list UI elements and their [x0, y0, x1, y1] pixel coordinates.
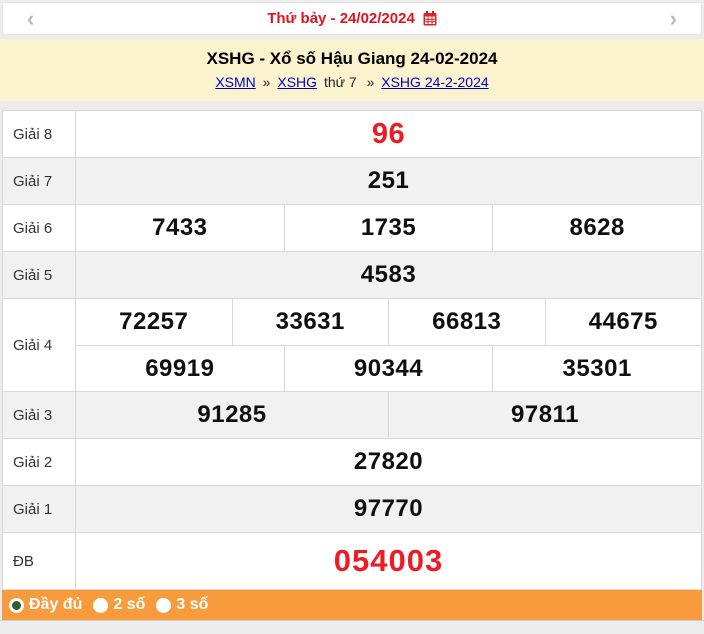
prize-label: Giải 6	[3, 205, 76, 251]
breadcrumb-link[interactable]: XSHG	[277, 74, 318, 90]
prize-number: 72257	[119, 308, 189, 335]
prize-row: Giải 8 96	[3, 111, 701, 158]
display-option-label: Đầy đủ	[29, 596, 83, 613]
prize-subrow: 96	[76, 111, 701, 157]
prize-subrow: 251	[76, 158, 701, 204]
prize-row: Giải 2 27820	[3, 439, 701, 486]
prize-row: Giải 7 251	[3, 158, 701, 205]
prize-number: 44675	[544, 299, 702, 345]
display-option-label: 3 số	[176, 596, 209, 613]
prize-number: 66813	[388, 299, 545, 345]
breadcrumb: XSMN » XSHG thứ 7 » XSHG 24-2-2024	[0, 74, 704, 90]
radio-icon[interactable]	[156, 597, 172, 613]
prize-values: 27820	[76, 439, 701, 485]
prize-subrow: 69919 90344 35301	[76, 345, 701, 391]
display-options-bar: Đầy đủ 2 số 3 số	[2, 590, 702, 620]
prize-number: 97811	[388, 392, 701, 438]
prev-day-button[interactable]: ‹	[27, 6, 35, 31]
prize-row: ĐB 054003	[3, 533, 701, 589]
prize-subrow: 72257 33631 66813 44675	[76, 299, 701, 345]
breadcrumb-link[interactable]: XSMN	[215, 74, 256, 90]
prize-number: 4583	[360, 261, 417, 288]
prize-label: Giải 8	[3, 111, 76, 157]
results-table: Giải 8 96 Giải 7 251 Giải 6 7433 1735 8628 Giải …	[2, 110, 702, 590]
prize-label: Giải 5	[3, 252, 76, 298]
display-option-selected[interactable]: Đầy đủ	[9, 596, 82, 614]
prize-subrow: 054003	[76, 533, 701, 589]
breadcrumb-text: thứ 7	[323, 74, 357, 90]
page-title: XSHG - Xổ số Hậu Giang 24-02-2024	[206, 49, 498, 68]
prize-values: 7433 1735 8628	[76, 205, 701, 251]
display-option-radio[interactable]: 3 số	[156, 596, 208, 614]
prize-number: 27820	[353, 448, 424, 475]
prize-label: Giải 3	[3, 392, 76, 438]
prize-row: Giải 6 7433 1735 8628	[3, 205, 701, 252]
next-day-button[interactable]: ›	[669, 6, 677, 31]
prize-label: Giải 2	[3, 439, 76, 485]
page-bottom-strip	[0, 620, 704, 629]
prize-values: 054003	[76, 533, 701, 589]
prize-label: Giải 7	[3, 158, 76, 204]
breadcrumb-separator: »	[366, 74, 375, 90]
prize-values: 97770	[76, 486, 701, 532]
prize-number: 35301	[492, 346, 701, 391]
calendar-icon[interactable]	[423, 11, 437, 26]
prize-number: 7433	[152, 214, 208, 241]
radio-icon[interactable]	[93, 597, 109, 613]
prize-row: Giải 1 97770	[3, 486, 701, 533]
prize-values: 96	[76, 111, 701, 157]
prize-number: 251	[367, 167, 410, 194]
prize-row: Giải 4 72257 33631 66813 44675 69919 90344 3530…	[3, 299, 701, 392]
prize-values: 72257 33631 66813 44675 69919 90344 35301	[76, 299, 701, 391]
prize-row: Giải 5 4583	[3, 252, 701, 299]
header-banner: XSHG - Xổ số Hậu Giang 24-02-2024 XSMN »…	[0, 39, 704, 101]
prize-values: 91285 97811	[76, 392, 701, 438]
prize-values: 4583	[76, 252, 701, 298]
prize-subrow: 7433 1735 8628	[76, 205, 701, 251]
prize-subrow: 91285 97811	[76, 392, 701, 438]
prize-number: 054003	[333, 543, 444, 578]
prize-label: Giải 4	[3, 299, 76, 391]
prize-row: Giải 3 91285 97811	[3, 392, 701, 439]
prize-subrow: 4583	[76, 252, 701, 298]
prize-number: 33631	[231, 299, 389, 345]
breadcrumb-link[interactable]: XSHG 24-2-2024	[381, 74, 489, 90]
prize-number: 8628	[492, 205, 701, 251]
prize-label: ĐB	[3, 533, 76, 589]
prize-subrow: 97770	[76, 486, 701, 532]
prize-number: 97770	[353, 495, 424, 522]
date-label: Thứ bảy - 24/02/2024	[267, 10, 415, 27]
prize-number: 96	[371, 117, 406, 150]
date-nav-bar: ‹ Thứ bảy - 24/02/2024 ›	[2, 2, 702, 35]
display-option-radio[interactable]: 2 số	[93, 596, 145, 614]
prize-number: 69919	[145, 354, 215, 382]
prize-subrow: 27820	[76, 439, 701, 485]
display-option-label: 2 số	[113, 596, 146, 613]
radio-icon[interactable]	[9, 597, 24, 613]
prize-values: 251	[76, 158, 701, 204]
prize-number: 91285	[197, 401, 267, 428]
breadcrumb-separator: »	[262, 74, 271, 90]
prize-number: 1735	[283, 205, 493, 251]
prize-label: Giải 1	[3, 486, 76, 532]
prize-number: 90344	[283, 346, 493, 391]
